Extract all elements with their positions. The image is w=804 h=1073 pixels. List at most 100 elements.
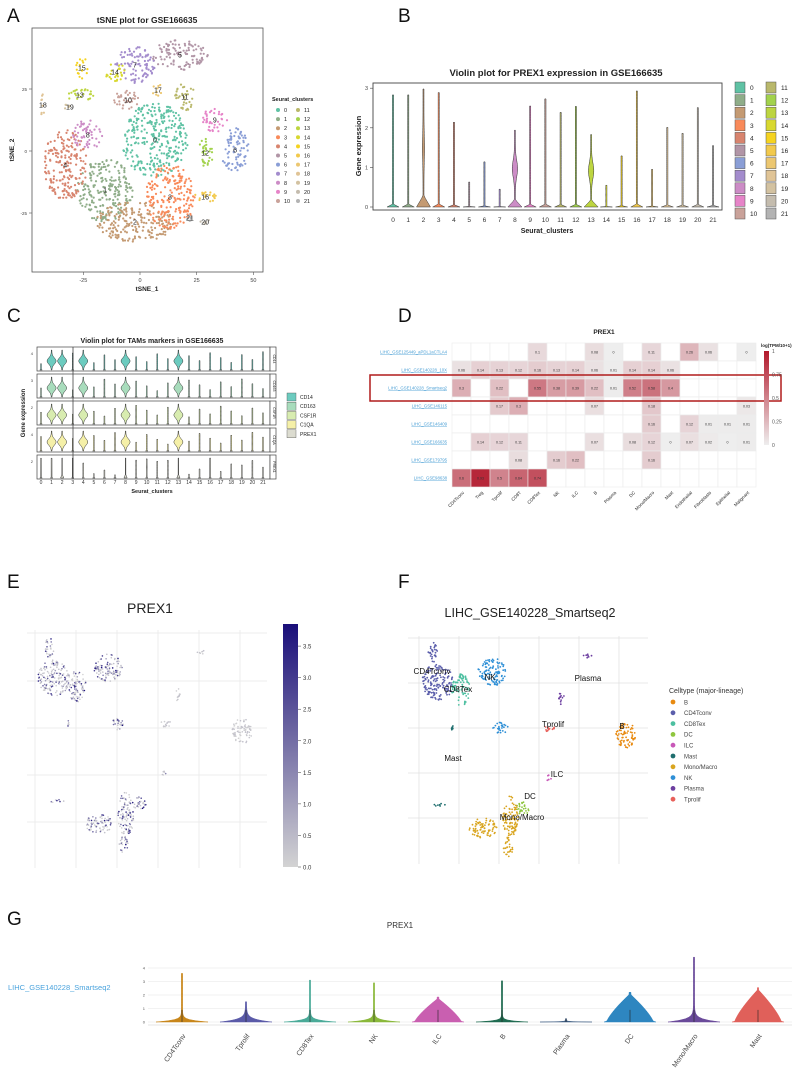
facet-frame [36, 400, 271, 426]
data-point [101, 655, 104, 657]
data-point [508, 843, 511, 846]
data-point [74, 177, 78, 180]
data-point [81, 129, 85, 132]
data-point [441, 668, 444, 671]
data-point [74, 189, 77, 192]
data-point [163, 195, 166, 198]
data-point [86, 184, 89, 187]
data-point [118, 183, 121, 186]
violin-3 [432, 92, 445, 208]
data-point [456, 681, 459, 684]
data-point [119, 839, 122, 842]
data-point [107, 664, 110, 667]
data-point [198, 62, 201, 65]
data-point [509, 821, 512, 824]
data-point [64, 107, 67, 110]
data-point [201, 158, 204, 161]
data-point [149, 201, 152, 204]
data-point [173, 53, 176, 56]
data-point [518, 802, 521, 805]
data-point [452, 681, 454, 684]
legend-swatch [296, 126, 300, 131]
data-point [92, 196, 95, 199]
data-point [434, 674, 437, 677]
data-point [507, 825, 509, 828]
data-point [55, 179, 58, 182]
data-point [191, 58, 194, 61]
data-point [70, 196, 73, 199]
data-point [458, 696, 460, 699]
legend-label: 15 [304, 144, 310, 150]
data-point [101, 668, 104, 670]
data-point [166, 181, 169, 184]
data-point [247, 143, 250, 146]
cluster-label: 9 [213, 118, 217, 125]
column-label: CD8Tex [526, 490, 541, 505]
data-point [146, 104, 149, 107]
data-point [149, 156, 152, 159]
data-point [79, 157, 82, 160]
data-point [120, 206, 123, 209]
data-point [59, 672, 61, 675]
data-point [117, 812, 119, 814]
data-point [96, 822, 99, 824]
data-point [102, 216, 105, 219]
data-point [443, 679, 446, 682]
data-point [223, 161, 226, 164]
data-point [76, 144, 79, 147]
data-point [79, 159, 83, 162]
x-tick-label: 9 [528, 217, 532, 224]
data-point [479, 670, 482, 673]
data-point [90, 131, 93, 134]
data-point [75, 700, 78, 702]
data-point [498, 662, 501, 664]
cluster-label: 14 [111, 69, 119, 76]
data-point [62, 145, 65, 148]
data-point [174, 111, 178, 115]
data-point [131, 155, 134, 158]
data-point [132, 72, 135, 75]
violin-C1QA-21 [261, 436, 265, 452]
data-point [485, 679, 487, 681]
data-point [109, 824, 112, 826]
data-point [99, 224, 102, 227]
data-point [111, 230, 114, 233]
legend-swatch [734, 106, 746, 119]
heatmap-cell [527, 414, 548, 434]
data-point [496, 679, 499, 681]
data-point [123, 167, 126, 170]
data-point [434, 644, 437, 646]
legend-label: 10 [750, 211, 758, 218]
data-point [433, 688, 436, 690]
data-point [431, 688, 434, 691]
data-point [208, 111, 212, 114]
data-point [508, 811, 511, 814]
data-point [517, 816, 519, 819]
data-point [159, 47, 162, 50]
data-point [514, 804, 517, 807]
data-point [118, 674, 121, 677]
data-point [118, 660, 120, 663]
x-tick-label: 13 [588, 217, 596, 224]
data-point [92, 94, 95, 97]
data-point [131, 212, 134, 216]
data-point [58, 798, 60, 801]
column-label: NK [552, 490, 560, 498]
heatmap-cell [470, 396, 491, 416]
data-point [125, 231, 128, 234]
legend-swatch [296, 108, 300, 112]
data-point [174, 43, 177, 46]
data-point [121, 831, 123, 834]
data-point [243, 727, 245, 730]
data-point [182, 68, 185, 71]
data-point [471, 833, 474, 836]
data-point [68, 178, 71, 181]
data-point [177, 185, 180, 188]
data-point [63, 162, 66, 165]
data-point [70, 185, 73, 188]
data-point [157, 138, 160, 141]
violin-PREX1-11 [155, 461, 160, 479]
heatmap-cell [736, 360, 757, 380]
data-point [113, 721, 115, 723]
data-point [44, 166, 47, 170]
